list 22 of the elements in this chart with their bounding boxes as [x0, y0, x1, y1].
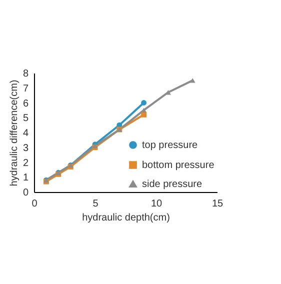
y-tick-label: 5 — [22, 113, 29, 124]
y-tick-label: 4 — [22, 128, 29, 139]
point — [141, 112, 147, 118]
y-tick-label: 3 — [22, 142, 29, 154]
x-tick-label: 0 — [32, 198, 38, 210]
legend-label: side pressure — [142, 179, 202, 190]
y-axis-title: hydraulic difference(cm) — [8, 80, 20, 186]
legend-label: top pressure — [142, 140, 198, 151]
x-tick-label: 10 — [150, 198, 162, 210]
legend-label: bottom pressure — [142, 160, 215, 171]
x-tick-label: 5 — [92, 198, 99, 210]
y-tick-label: 6 — [22, 98, 29, 110]
x-axis-title: hydraulic depth(cm) — [82, 212, 170, 224]
point — [190, 78, 196, 83]
point — [141, 108, 147, 113]
y-tick-label: 7 — [22, 83, 29, 94]
y-tick-label: 1 — [22, 172, 29, 184]
y-tick-label: 0 — [22, 188, 29, 198]
y-tick-label: 2 — [22, 158, 29, 169]
point — [141, 100, 147, 106]
y-tick-label: 8 — [22, 68, 29, 80]
x-tick-label: 15 — [212, 198, 224, 210]
